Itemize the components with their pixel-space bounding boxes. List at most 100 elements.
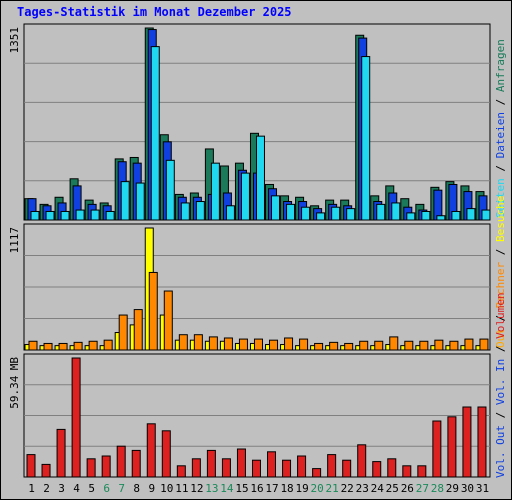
bar-seiten-13 [210, 162, 220, 221]
bar-rechner-19-body [299, 338, 309, 351]
bar-volumen-12-body [191, 458, 201, 478]
bar-seiten-6-body [105, 210, 115, 221]
bar-volumen-7-body [116, 445, 126, 478]
bar-rechner-9-body [148, 271, 158, 351]
bar-volumen-30 [462, 406, 472, 478]
x-tick-day-23: 23 [356, 482, 369, 495]
bar-volumen-28-body [432, 420, 442, 478]
bar-seiten-3 [60, 210, 70, 221]
bar-rechner-15 [238, 338, 248, 351]
bar-volumen-2 [41, 463, 51, 478]
bar-rechner-17-body [269, 339, 279, 351]
x-tick-day-7: 7 [118, 482, 125, 495]
legend-item-seiten: Seiten [494, 178, 507, 218]
bar-seiten-17 [271, 195, 281, 221]
bar-volumen-3 [56, 428, 66, 478]
bar-seiten-28 [436, 215, 446, 221]
legend-bottom: Vol. Out / Vol. In / Volumen [494, 293, 507, 478]
legend-item-anfragen: Anfragen [494, 39, 507, 92]
bar-rechner-2-body [43, 342, 53, 351]
bar-volumen-4-body [71, 357, 81, 478]
bar-volumen-31-body [477, 406, 487, 478]
bar-volumen-9 [146, 423, 156, 478]
bar-rechner-28 [434, 339, 444, 351]
bar-seiten-30 [466, 208, 476, 221]
bar-rechner-18 [284, 337, 294, 351]
bar-rechner-3-body [58, 342, 68, 351]
bar-volumen-22 [342, 459, 352, 478]
bar-seiten-5 [90, 209, 100, 221]
x-tick-day-28: 28 [431, 482, 444, 495]
bar-rechner-26-body [404, 340, 414, 351]
legend-item-volumen: Volumen [494, 293, 507, 339]
bar-volumen-10 [161, 430, 171, 478]
bar-seiten-19-body [301, 206, 311, 221]
legend-item-dateien: Dateien [494, 112, 507, 158]
bar-volumen-25 [387, 458, 397, 478]
bar-volumen-11-body [176, 465, 186, 478]
bar-volumen-9-body [146, 423, 156, 478]
bar-volumen-17-body [267, 451, 277, 478]
legend-separator: / [494, 308, 507, 328]
bar-seiten-7 [120, 181, 130, 221]
bar-seiten-26-body [406, 212, 416, 221]
legend-separator: / [494, 405, 507, 425]
bar-volumen-19 [297, 455, 307, 478]
bar-seiten-13-body [210, 162, 220, 221]
legend-separator: / [494, 339, 507, 359]
bar-rechner-4-body [73, 341, 83, 351]
x-tick-day-16: 16 [250, 482, 263, 495]
bar-volumen-29-body [447, 416, 457, 478]
x-tick-day-18: 18 [280, 482, 293, 495]
x-tick-day-29: 29 [446, 482, 459, 495]
bar-volumen-6-body [101, 455, 111, 478]
bar-seiten-12 [195, 201, 205, 221]
bar-seiten-31-body [481, 209, 491, 221]
bar-rechner-31 [479, 338, 489, 351]
bar-volumen-24 [372, 461, 382, 478]
bar-volumen-20-body [312, 468, 322, 478]
bar-rechner-10-body [163, 290, 173, 351]
bar-seiten-9-body [150, 46, 160, 221]
bar-rechner-24 [374, 340, 384, 351]
bar-rechner-5 [88, 340, 98, 351]
bar-volumen-1-body [26, 454, 36, 478]
y-max-label-middle: 1117 [8, 227, 21, 254]
bar-volumen-26 [402, 465, 412, 478]
x-tick-day-30: 30 [461, 482, 474, 495]
bar-seiten-1 [30, 210, 40, 221]
bar-volumen-6 [101, 455, 111, 478]
bar-rechner-4 [73, 341, 83, 351]
bar-rechner-19 [299, 338, 309, 351]
bar-volumen-4 [71, 357, 81, 478]
x-tick-day-25: 25 [386, 482, 399, 495]
y-max-label-top: 1351 [8, 27, 21, 54]
bar-seiten-6 [105, 210, 115, 221]
x-tick-day-12: 12 [190, 482, 203, 495]
x-tick-day-3: 3 [58, 482, 65, 495]
bar-seiten-16-body [255, 135, 265, 221]
bar-rechner-11 [178, 334, 188, 351]
bar-seiten-4 [75, 209, 85, 221]
bar-seiten-4-body [75, 209, 85, 221]
bar-seiten-17-body [271, 195, 281, 221]
bar-seiten-2 [45, 210, 55, 221]
legend-item-out: Out [494, 328, 507, 348]
bar-rechner-7-body [118, 314, 128, 351]
bar-seiten-29 [451, 210, 461, 221]
x-tick-day-27: 27 [416, 482, 429, 495]
bar-volumen-8 [131, 449, 141, 478]
bar-rechner-17 [269, 339, 279, 351]
bar-seiten-27-body [421, 210, 431, 221]
bar-rechner-14-body [223, 337, 233, 351]
x-tick-day-8: 8 [133, 482, 140, 495]
bar-seiten-1-body [30, 210, 40, 221]
bar-volumen-20 [312, 468, 322, 478]
bar-seiten-14-body [225, 205, 235, 221]
bar-seiten-20-body [316, 212, 326, 221]
bar-seiten-28-body [436, 215, 446, 221]
y-tick-label-bottom: 59.34 [8, 375, 21, 408]
bar-volumen-23-body [357, 444, 367, 478]
bar-rechner-25 [389, 336, 399, 351]
bar-volumen-23 [357, 444, 367, 478]
